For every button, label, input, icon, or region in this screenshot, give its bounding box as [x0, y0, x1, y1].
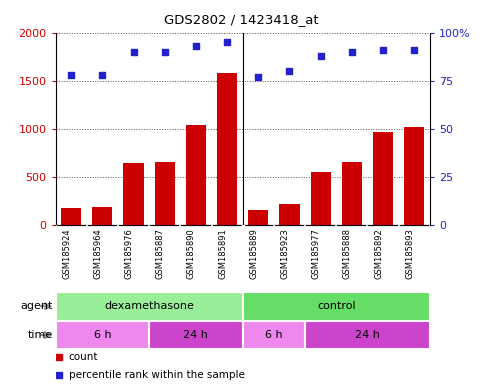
Bar [149, 321, 242, 349]
Bar [248, 210, 269, 225]
Point [129, 49, 137, 55]
Text: GSM185964: GSM185964 [93, 228, 102, 279]
Text: GSM185892: GSM185892 [374, 228, 383, 279]
Text: 24 h: 24 h [355, 330, 380, 340]
Text: agent: agent [21, 301, 53, 311]
Text: 6 h: 6 h [94, 330, 111, 340]
Bar [92, 207, 113, 225]
Point [99, 72, 106, 78]
Point [161, 49, 169, 55]
Text: dexamethasone: dexamethasone [104, 301, 194, 311]
Bar [373, 132, 393, 225]
Bar [242, 292, 430, 321]
Text: GSM185893: GSM185893 [405, 228, 414, 279]
Point [192, 43, 200, 49]
Bar [242, 321, 305, 349]
Text: GSM185890: GSM185890 [187, 228, 196, 279]
Bar [217, 73, 237, 225]
Point [255, 74, 262, 80]
Bar [155, 162, 175, 225]
Bar [186, 125, 206, 225]
Bar [56, 292, 242, 321]
Bar [342, 162, 362, 225]
Point [285, 68, 293, 74]
Bar [404, 127, 425, 225]
Text: GSM185976: GSM185976 [125, 228, 133, 279]
Point [67, 72, 75, 78]
Text: GSM185923: GSM185923 [281, 228, 289, 279]
Point [411, 47, 418, 53]
Text: control: control [317, 301, 355, 311]
Bar [56, 321, 149, 349]
Point [348, 49, 356, 55]
Text: GSM185924: GSM185924 [62, 228, 71, 279]
Text: GSM185891: GSM185891 [218, 228, 227, 279]
Point [317, 53, 325, 59]
Text: count: count [69, 352, 98, 362]
Text: 24 h: 24 h [184, 330, 208, 340]
Text: 6 h: 6 h [265, 330, 283, 340]
Bar [61, 208, 81, 225]
Bar [123, 163, 143, 225]
Point [223, 39, 231, 45]
Text: time: time [28, 330, 53, 340]
Text: percentile rank within the sample: percentile rank within the sample [69, 370, 244, 380]
Text: GSM185889: GSM185889 [249, 228, 258, 279]
Bar [279, 205, 299, 225]
Text: GSM185887: GSM185887 [156, 228, 165, 279]
Text: GSM185977: GSM185977 [312, 228, 321, 279]
Bar [305, 321, 430, 349]
Point [379, 47, 387, 53]
Text: GSM185888: GSM185888 [343, 228, 352, 279]
Bar [311, 172, 331, 225]
Text: GDS2802 / 1423418_at: GDS2802 / 1423418_at [164, 13, 319, 26]
